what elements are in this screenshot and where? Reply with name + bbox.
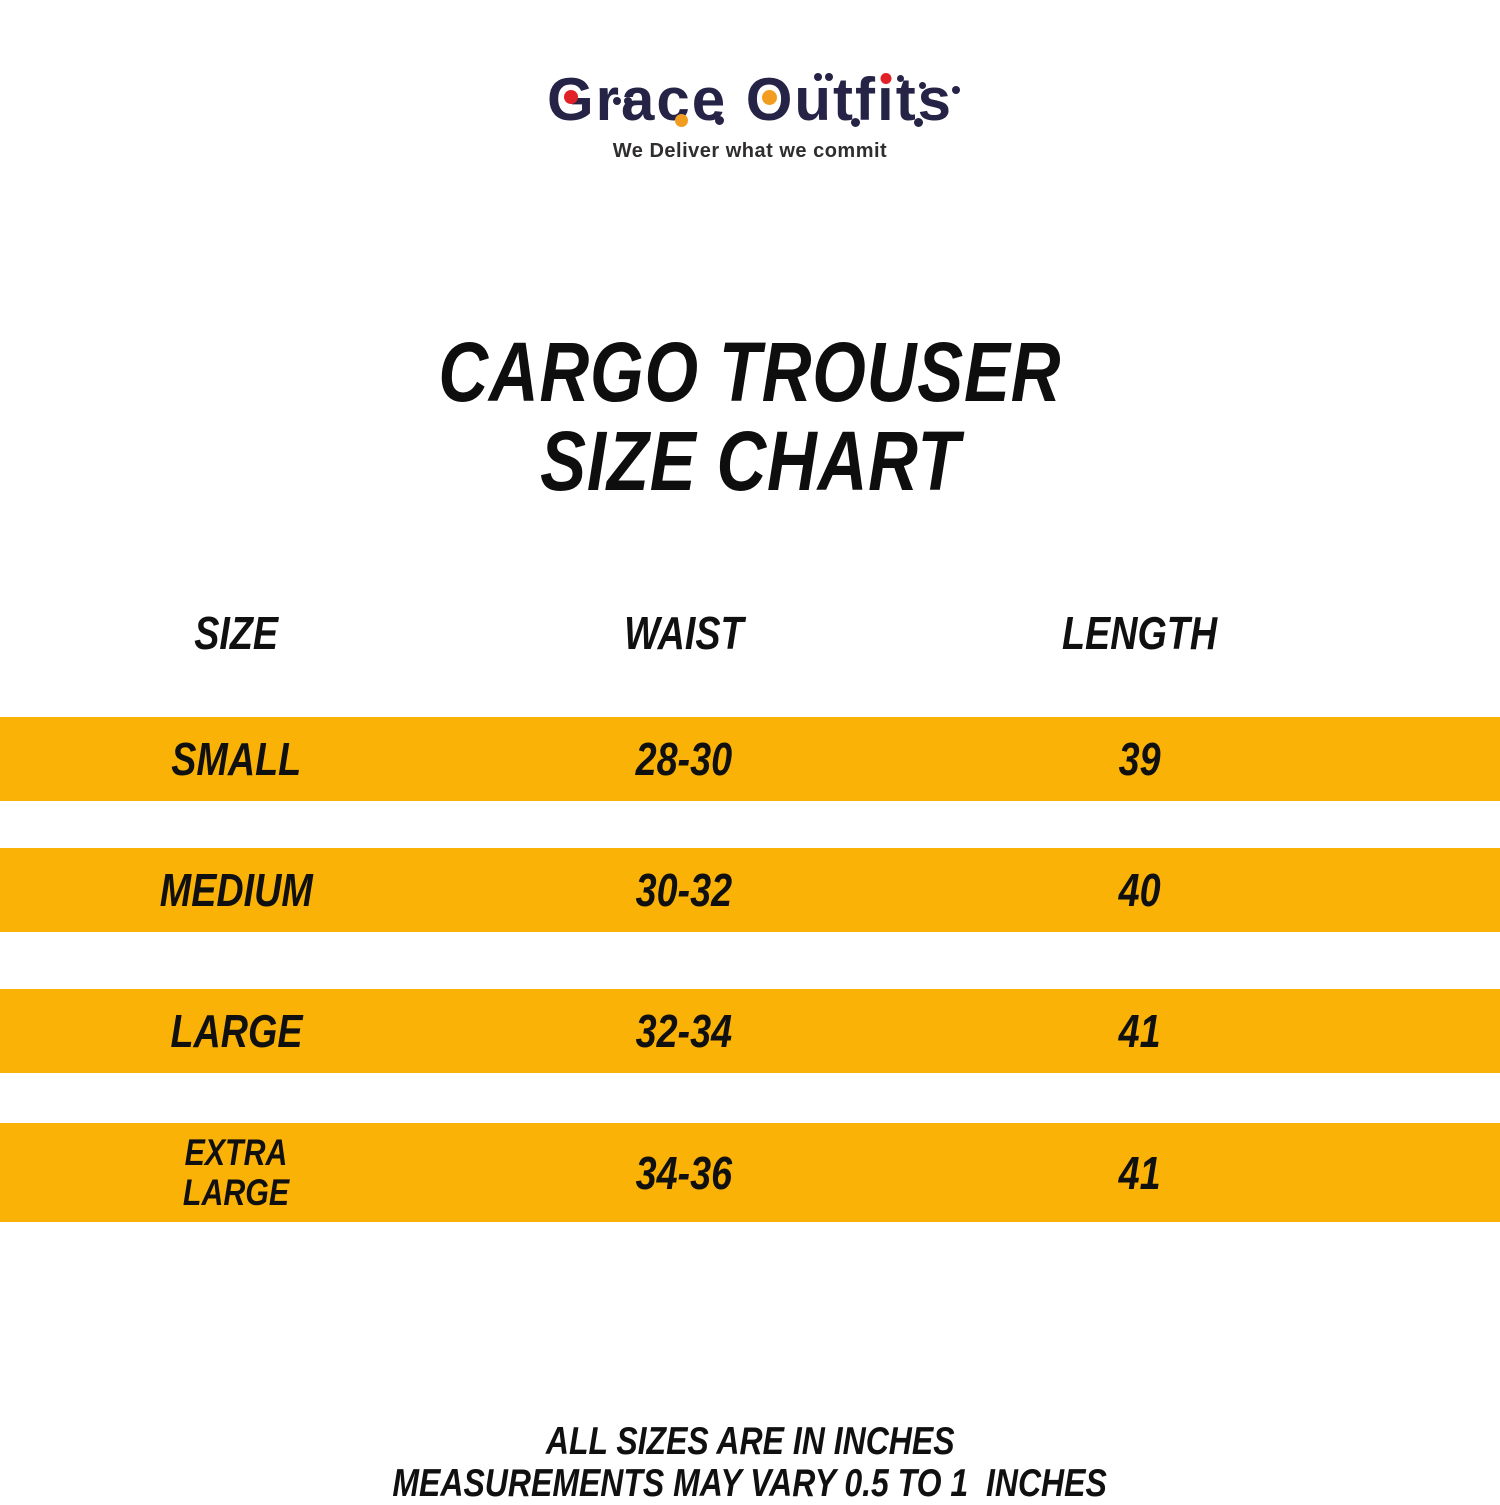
title-line-1: CARGO TROUSER	[438, 325, 1062, 419]
table-row-medium: MEDIUM 30-32 40	[0, 848, 1500, 932]
waist-value: 28-30	[635, 733, 733, 785]
size-value: MEDIUM	[159, 864, 313, 916]
brand-header: Grace Outfı ts We Deliver what we commit	[0, 0, 1500, 163]
footer-notes: ALL SIZES ARE IN INCHES MEASUREMENTS MAY…	[0, 1421, 1500, 1505]
logo-dot-icon	[913, 118, 923, 127]
size-value: LARGE	[169, 1005, 303, 1057]
length-value: 41	[1119, 1005, 1161, 1057]
logo-dot-icon	[612, 97, 621, 105]
footer-note-units: ALL SIZES ARE IN INCHES	[545, 1420, 955, 1463]
logo-dot-icon	[813, 73, 822, 81]
length-value: 40	[1119, 864, 1161, 916]
size-table: SIZE WAIST LENGTH SMALL 28-30 39 MEDIUM …	[0, 606, 1500, 1222]
logo-dot-icon	[674, 114, 688, 127]
brand-logo-text: Grace Outfı ts	[547, 66, 960, 133]
size-value: SMALL	[171, 733, 301, 785]
column-header-waist: WAIST	[624, 607, 744, 659]
logo-text-pre: Grace Outf	[546, 66, 878, 133]
waist-value: 32-34	[635, 1005, 733, 1057]
page-title: CARGO TROUSER SIZE CHART	[0, 328, 1500, 506]
column-header-length: LENGTH	[1062, 607, 1218, 659]
logo-dot-icon	[563, 90, 578, 104]
waist-value: 34-36	[635, 1146, 733, 1199]
logo-letter-i: ı	[877, 66, 896, 133]
size-value: EXTRA LARGE	[182, 1131, 296, 1213]
logo-dot-icon	[623, 97, 632, 105]
table-row-extra-large: EXTRA LARGE 34-36 41	[0, 1123, 1500, 1222]
logo-i-red-dot-icon	[880, 73, 892, 84]
logo-dot-icon	[714, 116, 724, 125]
title-line-2: SIZE CHART	[539, 414, 961, 508]
brand-tagline: We Deliver what we commit	[612, 140, 888, 162]
title-block: CARGO TROUSER SIZE CHART	[0, 328, 1500, 506]
table-row-large: LARGE 32-34 41	[0, 989, 1500, 1073]
logo-dot-icon	[896, 75, 904, 82]
logo-dot-icon	[850, 118, 860, 127]
logo-dot-icon	[824, 73, 833, 81]
brand-logo: Grace Outfı ts	[547, 66, 960, 133]
footer-note-tolerance: MEASUREMENTS MAY VARY 0.5 TO 1 INCHES	[392, 1462, 1108, 1505]
length-value: 41	[1119, 1146, 1161, 1199]
logo-dot-icon	[918, 82, 926, 89]
table-header-row: SIZE WAIST LENGTH	[0, 606, 1500, 660]
logo-dot-icon	[761, 90, 777, 105]
column-header-size: SIZE	[194, 607, 278, 659]
length-value: 39	[1119, 733, 1161, 785]
logo-text-post: ts	[895, 66, 954, 133]
logo-dot-icon	[951, 86, 960, 94]
table-row-small: SMALL 28-30 39	[0, 717, 1500, 801]
waist-value: 30-32	[635, 864, 733, 916]
